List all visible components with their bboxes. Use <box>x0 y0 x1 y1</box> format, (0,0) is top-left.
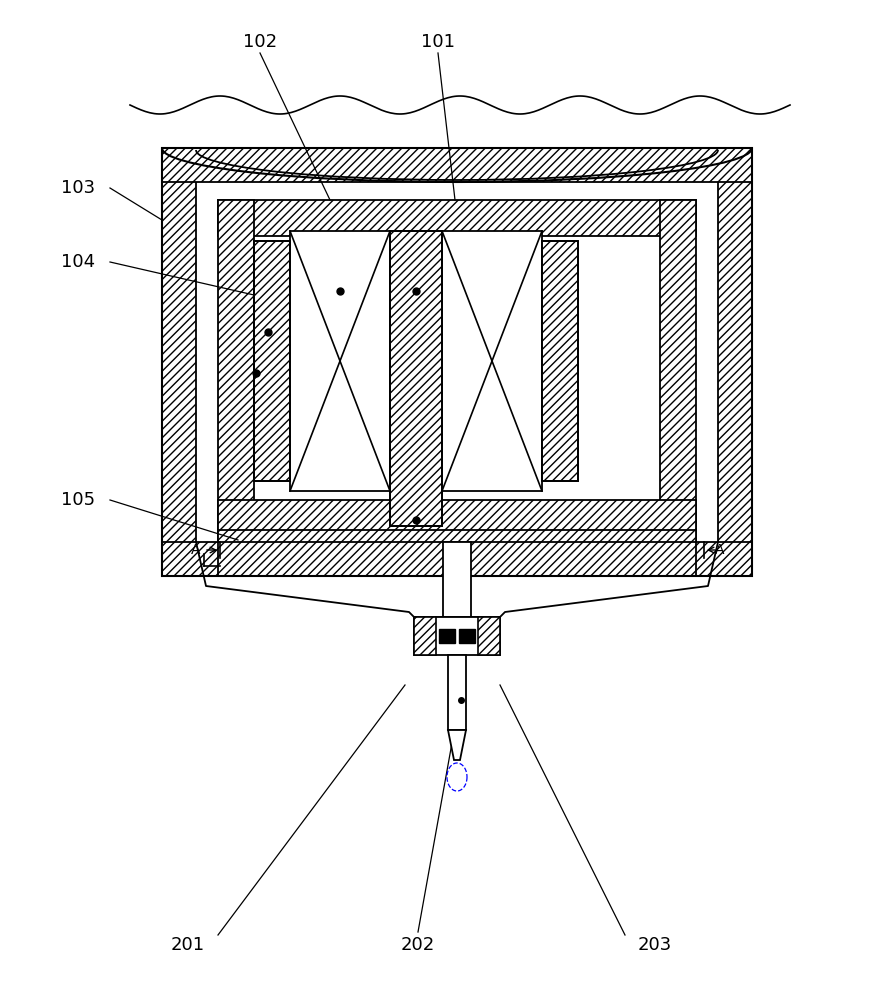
Bar <box>390 231 442 526</box>
Text: 201: 201 <box>171 936 205 954</box>
Bar <box>443 542 471 617</box>
Polygon shape <box>448 730 466 760</box>
Text: 103: 103 <box>61 179 95 197</box>
Bar <box>542 241 578 481</box>
Bar <box>439 629 455 643</box>
Text: 102: 102 <box>243 33 277 51</box>
Bar <box>196 182 718 542</box>
Bar <box>218 530 696 542</box>
Text: 105: 105 <box>61 491 95 509</box>
Text: 101: 101 <box>421 33 455 51</box>
Bar <box>218 200 696 236</box>
Bar <box>162 148 752 576</box>
Bar <box>459 629 475 643</box>
Bar <box>390 231 442 526</box>
Text: 202: 202 <box>401 936 435 954</box>
Bar <box>448 655 466 730</box>
Bar <box>162 542 752 576</box>
Bar <box>162 148 752 182</box>
Bar <box>218 200 254 530</box>
Bar <box>290 231 390 491</box>
Bar <box>162 148 196 576</box>
Bar <box>442 231 542 491</box>
Bar <box>254 241 290 481</box>
Bar <box>254 241 290 481</box>
Bar <box>414 617 500 655</box>
Text: 203: 203 <box>638 936 673 954</box>
Bar <box>218 500 696 576</box>
Text: 104: 104 <box>61 253 95 271</box>
Bar <box>718 148 752 576</box>
Bar <box>414 617 436 655</box>
Bar <box>478 617 500 655</box>
Text: A: A <box>715 543 724 557</box>
Bar <box>542 241 578 481</box>
Text: A: A <box>191 543 201 557</box>
Bar <box>660 200 696 530</box>
